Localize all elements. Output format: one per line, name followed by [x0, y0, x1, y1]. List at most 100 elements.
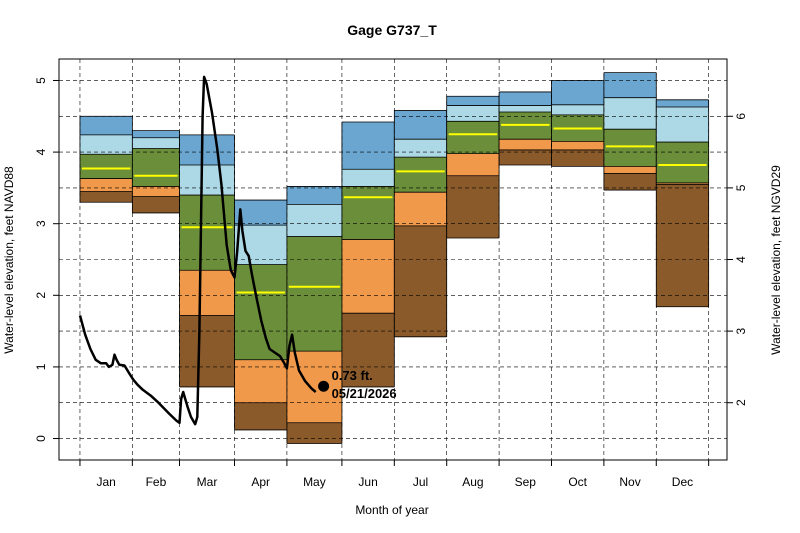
x-tick-label-dec: Dec — [672, 475, 693, 489]
band-may-4 — [286, 204, 342, 237]
y-axis-label-left: Water-level elevation, feet NAVD88 — [2, 166, 16, 354]
axes: 0 1 2 3 4 5 2 3 4 5 6 Jan Feb Mar Apr May Jun Jul Aug Sep Oc… — [34, 58, 748, 489]
band-sep-1 — [499, 139, 552, 150]
band-dec-2 — [656, 164, 709, 183]
band-may-3 — [286, 236, 342, 287]
x-tick-label-mar: Mar — [197, 475, 218, 489]
band-jun-3 — [341, 186, 395, 198]
band-mar-4 — [179, 164, 235, 196]
band-mar-1 — [179, 270, 235, 316]
band-jun-2 — [341, 197, 395, 240]
band-jan-0 — [79, 191, 133, 203]
band-aug-1 — [446, 153, 500, 176]
last-reading-date: 05/21/2026 — [332, 386, 397, 401]
x-tick-label-sep: Sep — [515, 475, 537, 489]
band-jan-4 — [79, 134, 133, 155]
y2-tick-label-5: 5 — [734, 184, 748, 191]
band-aug-3 — [446, 121, 500, 135]
band-jul-4 — [394, 139, 447, 158]
x-tick-label-jul: Jul — [413, 475, 428, 489]
band-oct-2 — [551, 128, 604, 142]
band-nov-4 — [603, 97, 657, 130]
band-apr-1 — [234, 359, 287, 403]
band-jun-5 — [341, 122, 395, 170]
x-tick-label-nov: Nov — [619, 475, 640, 489]
band-may-0 — [286, 422, 342, 444]
chart-title: Gage G737_T — [347, 22, 437, 38]
y-tick-label-0: 0 — [34, 435, 48, 442]
x-axis-label: Month of year — [355, 503, 428, 517]
last-reading-value: 0.73 ft. — [332, 368, 373, 383]
band-aug-4 — [446, 105, 500, 122]
y2-tick-label-2: 2 — [734, 399, 748, 406]
y-tick-label-1: 1 — [34, 363, 48, 370]
x-tick-label-may: May — [303, 475, 326, 489]
y2-tick-label-3: 3 — [734, 327, 748, 334]
band-jan-3 — [79, 154, 133, 169]
band-oct-0 — [551, 149, 604, 167]
y2-tick-label-4: 4 — [734, 256, 748, 263]
band-jul-5 — [394, 110, 447, 140]
y-tick-label-3: 3 — [34, 220, 48, 227]
band-nov-2 — [603, 146, 657, 167]
band-nov-1 — [603, 166, 657, 174]
water-level-line — [78, 75, 317, 426]
band-dec-0 — [656, 184, 709, 307]
band-jun-0 — [341, 313, 395, 387]
band-mar-3 — [179, 195, 235, 228]
band-nov-5 — [603, 72, 657, 98]
band-oct-5 — [551, 80, 604, 105]
band-nov-0 — [603, 173, 657, 191]
band-aug-5 — [446, 96, 500, 106]
y2-tick-label-6: 6 — [734, 113, 748, 120]
x-tick-label-feb: Feb — [146, 475, 167, 489]
last-reading-point — [318, 380, 330, 392]
band-jan-2 — [79, 168, 133, 179]
band-dec-3 — [656, 142, 709, 165]
x-tick-label-apr: Apr — [251, 475, 270, 489]
band-jun-4 — [341, 169, 395, 187]
band-jul-1 — [394, 192, 447, 226]
band-dec-5 — [656, 99, 709, 107]
band-feb-3 — [132, 148, 180, 176]
y-tick-label-5: 5 — [34, 77, 48, 84]
band-sep-5 — [499, 91, 552, 106]
water-level-series: 0.73 ft. 05/21/2026 — [78, 75, 397, 426]
band-sep-2 — [499, 124, 552, 140]
band-may-2 — [286, 286, 342, 352]
x-tick-label-jun: Jun — [358, 475, 377, 489]
band-oct-3 — [551, 114, 604, 129]
band-sep-0 — [499, 149, 552, 165]
band-feb-5 — [132, 130, 180, 138]
band-nov-3 — [603, 129, 657, 147]
band-jul-0 — [394, 225, 447, 337]
band-apr-5 — [234, 200, 287, 226]
x-tick-label-jan: Jan — [96, 475, 115, 489]
band-jun-1 — [341, 239, 395, 314]
band-jul-2 — [394, 171, 447, 193]
band-feb-2 — [132, 175, 180, 187]
band-aug-0 — [446, 175, 500, 239]
band-sep-4 — [499, 105, 552, 112]
band-mar-0 — [179, 315, 235, 387]
band-dec-4 — [656, 106, 709, 143]
percentile-bands — [79, 72, 710, 444]
y-tick-label-2: 2 — [34, 292, 48, 299]
band-jan-5 — [79, 116, 133, 135]
grid-lines — [59, 59, 727, 460]
band-jan-1 — [79, 178, 133, 192]
band-feb-4 — [132, 137, 180, 149]
band-aug-2 — [446, 134, 500, 154]
band-oct-4 — [551, 104, 604, 115]
band-apr-0 — [234, 402, 287, 430]
band-apr-3 — [234, 264, 287, 293]
band-jul-3 — [394, 157, 447, 172]
x-tick-label-oct: Oct — [568, 475, 587, 489]
band-apr-2 — [234, 292, 287, 360]
band-dec-1 — [656, 182, 709, 185]
y-tick-label-4: 4 — [34, 148, 48, 155]
band-mar-5 — [179, 134, 235, 165]
band-oct-1 — [551, 141, 604, 150]
band-feb-0 — [132, 196, 180, 213]
